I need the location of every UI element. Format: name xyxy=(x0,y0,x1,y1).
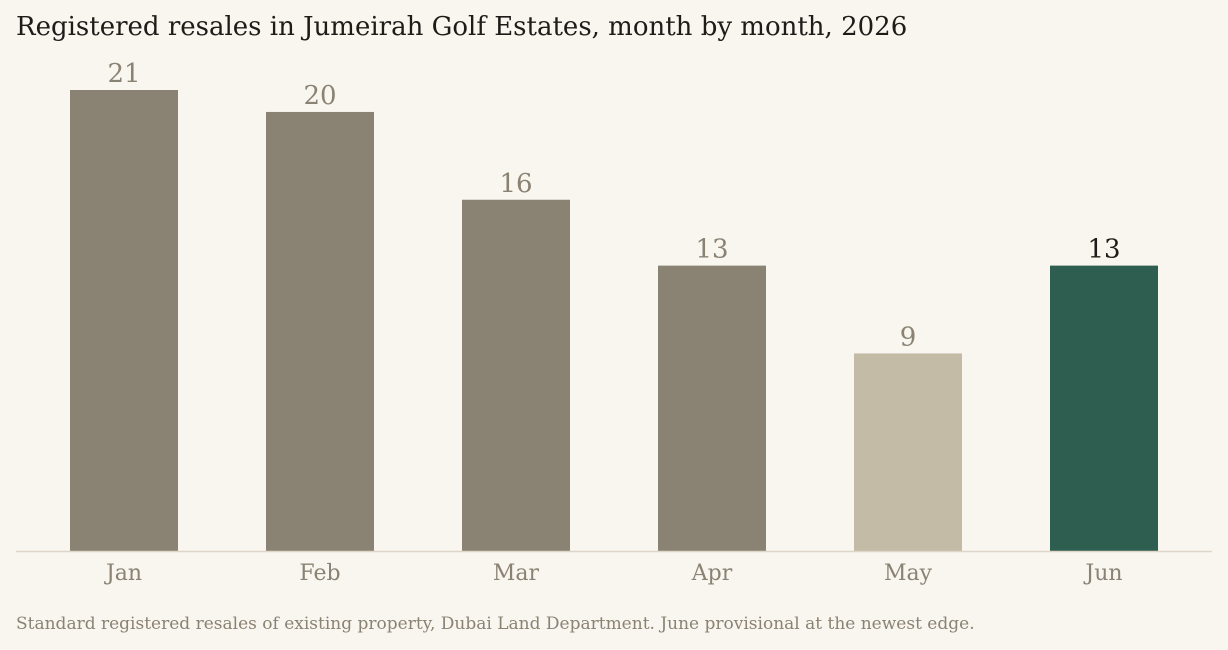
x-tick-label-jan: Jan xyxy=(104,561,142,586)
x-tick-label-mar: Mar xyxy=(493,561,540,586)
bar-jun xyxy=(1050,265,1158,551)
value-label-apr: 13 xyxy=(695,235,728,265)
chart-title: Registered resales in Jumeirah Golf Esta… xyxy=(16,12,908,42)
value-label-mar: 16 xyxy=(499,169,532,199)
bar-apr xyxy=(658,265,766,551)
bar-feb xyxy=(266,111,374,551)
value-label-may: 9 xyxy=(900,322,917,352)
value-label-jan: 21 xyxy=(107,59,140,89)
labels-layer: 21 Jan 20 Feb 16 Mar 13 Apr 9 May 13 Jun xyxy=(104,59,1123,586)
bar-mar xyxy=(462,199,570,551)
x-tick-label-may: May xyxy=(884,561,933,586)
value-label-jun: 13 xyxy=(1087,235,1120,265)
value-label-feb: 20 xyxy=(303,81,336,111)
chart-footnote: Standard registered resales of existing … xyxy=(16,614,975,634)
bar-may xyxy=(854,353,962,551)
bars-layer xyxy=(70,90,1158,551)
x-tick-label-jun: Jun xyxy=(1083,561,1122,586)
bar-jan xyxy=(70,90,178,551)
x-tick-label-apr: Apr xyxy=(691,561,733,586)
x-tick-label-feb: Feb xyxy=(299,561,340,586)
